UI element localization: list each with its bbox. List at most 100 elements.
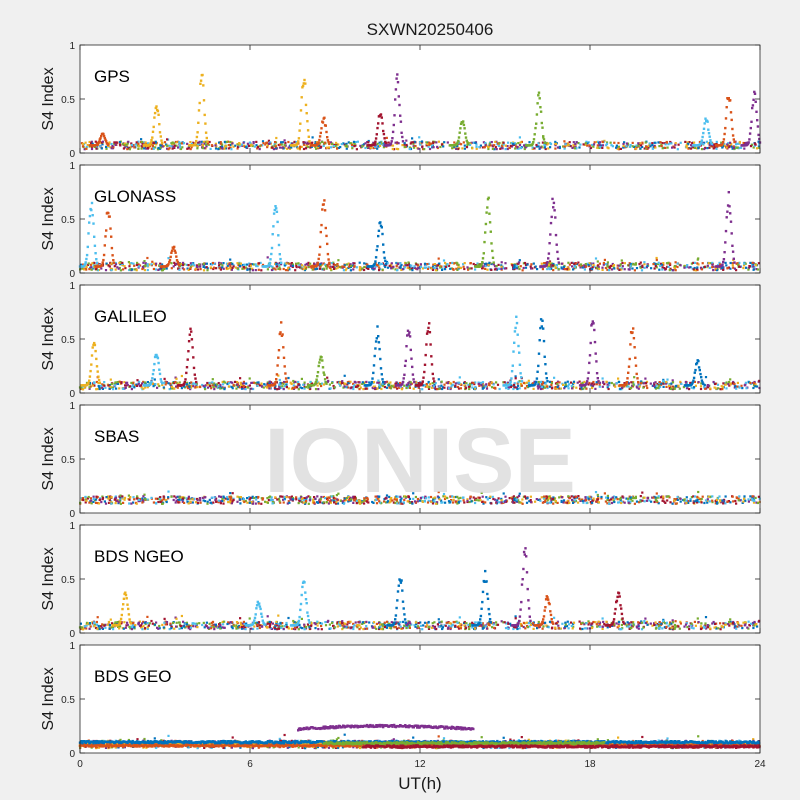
data-point <box>449 501 452 504</box>
data-point <box>347 500 350 503</box>
peak-point <box>185 371 188 375</box>
data-point <box>174 376 177 379</box>
data-point <box>408 386 411 389</box>
data-point <box>671 388 674 391</box>
peak-point <box>161 141 164 145</box>
peak-point <box>323 199 326 202</box>
data-point <box>541 501 544 504</box>
data-point <box>259 261 262 264</box>
data-point <box>142 495 145 498</box>
data-point <box>517 499 520 502</box>
peak-point <box>375 248 378 252</box>
peak-point <box>691 381 694 384</box>
data-point <box>305 144 308 147</box>
data-point <box>114 143 117 146</box>
peak-point <box>596 377 599 380</box>
data-point <box>754 385 757 388</box>
data-point <box>539 146 542 149</box>
peak-point <box>178 264 181 267</box>
data-point <box>500 265 503 268</box>
data-point <box>512 267 515 270</box>
data-point <box>291 263 294 266</box>
data-point <box>167 496 170 499</box>
data-point <box>101 387 104 390</box>
data-point <box>733 382 736 385</box>
data-point <box>133 146 136 149</box>
data-point <box>438 387 441 390</box>
data-point <box>455 501 458 504</box>
data-point <box>257 262 261 265</box>
data-point <box>654 381 657 384</box>
peak-point <box>535 380 538 384</box>
data-point <box>747 500 750 503</box>
peak-point <box>725 106 728 109</box>
peak-point <box>552 201 556 205</box>
data-point <box>674 269 677 272</box>
data-point <box>665 385 668 388</box>
peak-point <box>393 114 396 117</box>
peak-point <box>276 364 279 367</box>
data-point <box>470 383 473 386</box>
data-point <box>492 263 495 266</box>
data-point <box>742 267 745 270</box>
data-point <box>268 142 271 145</box>
data-point <box>430 142 433 145</box>
peak-point <box>480 263 483 266</box>
data-point <box>242 380 245 383</box>
data-point <box>349 269 352 272</box>
data-point <box>217 499 220 502</box>
data-point <box>623 268 626 271</box>
data-point <box>588 381 591 385</box>
data-point <box>248 141 251 144</box>
data-point <box>188 385 191 388</box>
data-point <box>155 262 158 265</box>
data-point <box>111 386 114 389</box>
data-point <box>457 387 461 390</box>
peak-point <box>378 347 381 351</box>
data-point <box>619 496 622 499</box>
data-point <box>468 143 472 146</box>
data-point <box>545 141 548 145</box>
data-point <box>534 500 537 503</box>
peak-point <box>546 261 549 264</box>
data-point <box>502 141 505 144</box>
data-point <box>439 145 442 149</box>
data-point <box>122 147 125 150</box>
data-point <box>269 265 272 268</box>
data-point <box>657 141 660 144</box>
data-point <box>391 144 395 147</box>
data-point <box>177 382 180 385</box>
peak-point <box>183 380 186 384</box>
data-point <box>628 268 631 271</box>
data-point <box>151 145 154 148</box>
data-point <box>174 380 177 384</box>
data-point <box>586 142 589 145</box>
data-point <box>242 141 245 144</box>
data-point <box>270 268 274 272</box>
data-point <box>468 500 471 504</box>
data-point <box>575 141 578 144</box>
data-point <box>736 262 739 265</box>
data-point <box>427 385 430 389</box>
data-point <box>433 263 436 266</box>
data-point <box>730 145 733 148</box>
data-point <box>437 140 440 143</box>
data-point <box>521 269 524 272</box>
data-point <box>564 383 567 386</box>
data-point <box>210 263 214 266</box>
data-point <box>650 267 653 270</box>
peak-point <box>274 205 277 208</box>
data-point <box>399 265 402 268</box>
data-point <box>217 148 220 151</box>
peak-point <box>102 132 105 136</box>
data-point <box>546 385 549 388</box>
peak-point <box>542 339 546 343</box>
data-point <box>196 268 200 271</box>
data-point <box>345 147 348 150</box>
data-point <box>517 142 520 145</box>
data-point <box>507 387 510 390</box>
data-point <box>92 264 95 267</box>
peak-point <box>377 229 381 232</box>
peak-point <box>196 131 199 134</box>
data-point <box>584 265 588 268</box>
